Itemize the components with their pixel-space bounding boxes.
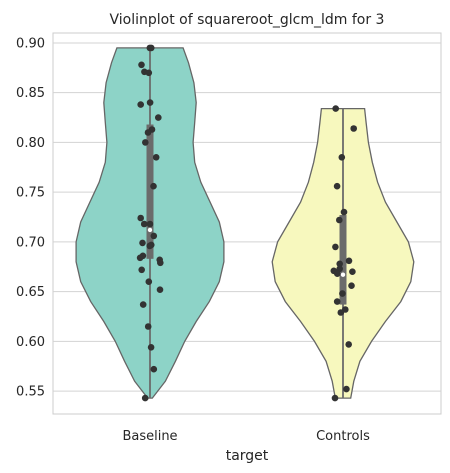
- data-point: [336, 260, 344, 268]
- data-point: [156, 286, 164, 294]
- data-point: [333, 182, 341, 190]
- data-point: [140, 220, 148, 228]
- data-point: [148, 44, 155, 52]
- violins: [75, 44, 415, 402]
- data-point: [348, 282, 355, 290]
- data-point: [334, 270, 341, 278]
- data-point: [349, 268, 356, 276]
- y-tick-label: 0.60: [16, 335, 45, 350]
- x-axis-ticks: Baseline Controls: [122, 429, 370, 444]
- data-point: [332, 243, 339, 251]
- violin-median: [340, 272, 346, 277]
- violin-median: [147, 227, 153, 233]
- data-point: [150, 232, 158, 240]
- data-point: [136, 254, 144, 262]
- data-point: [145, 69, 153, 77]
- data-point: [144, 323, 152, 330]
- data-point: [157, 259, 164, 267]
- data-point: [150, 365, 158, 373]
- data-point: [144, 129, 152, 136]
- data-point: [150, 182, 157, 190]
- data-point: [139, 239, 146, 247]
- violin-group: [75, 44, 225, 402]
- data-point: [345, 341, 353, 348]
- y-tick-label: 0.55: [16, 385, 45, 400]
- data-point: [337, 309, 345, 316]
- data-point: [350, 125, 358, 132]
- data-point: [138, 61, 145, 69]
- data-point: [142, 139, 149, 146]
- y-tick-label: 0.70: [16, 235, 45, 250]
- data-point: [146, 220, 154, 228]
- data-point: [339, 290, 346, 297]
- data-point: [340, 208, 348, 216]
- violin-iqr-box: [339, 215, 347, 305]
- data-point: [345, 257, 353, 265]
- x-axis-label: target: [226, 448, 269, 464]
- data-point: [137, 214, 144, 222]
- data-point: [338, 154, 346, 161]
- data-point: [343, 385, 350, 393]
- data-point: [336, 265, 344, 273]
- y-tick-label: 0.80: [16, 136, 45, 151]
- y-tick-label: 0.75: [16, 186, 45, 201]
- y-tick-label: 0.65: [16, 285, 45, 300]
- y-tick-label: 0.85: [16, 86, 45, 101]
- y-axis-ticks: 0.55 0.60 0.65 0.70 0.75 0.80 0.85 0.90: [16, 36, 45, 399]
- data-point: [152, 154, 160, 161]
- chart-title: Violinplot of squareroot_glcm_ldm for 3: [110, 12, 385, 28]
- violin-iqr-box: [146, 124, 154, 259]
- y-tick-label: 0.90: [16, 36, 45, 51]
- data-point: [336, 216, 343, 224]
- violin-group: [271, 105, 415, 402]
- x-tick-label: Baseline: [122, 429, 177, 444]
- data-point: [145, 278, 153, 286]
- data-point: [141, 394, 149, 402]
- data-point: [146, 99, 154, 106]
- data-point: [331, 394, 339, 402]
- x-tick-label: Controls: [316, 429, 370, 444]
- data-point: [147, 344, 155, 351]
- data-point: [332, 105, 340, 112]
- data-point: [333, 298, 341, 305]
- data-point: [138, 266, 145, 274]
- data-point: [146, 242, 153, 250]
- data-point: [155, 114, 162, 121]
- data-point: [137, 101, 144, 108]
- data-point: [139, 301, 147, 308]
